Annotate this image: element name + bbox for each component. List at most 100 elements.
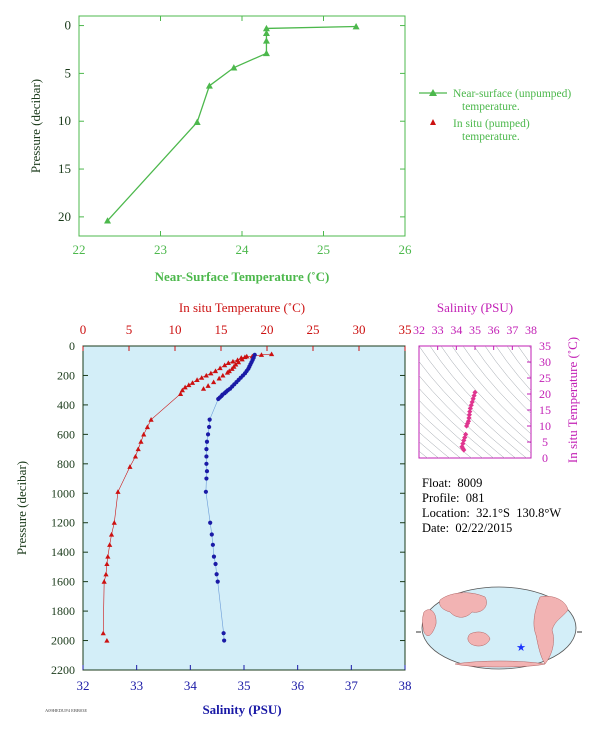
- near-surface-point: [262, 37, 270, 44]
- salinity-point: [207, 417, 212, 422]
- salinity-point: [215, 579, 220, 584]
- ts-markers: [459, 389, 478, 453]
- in-situ-temperature-point: [229, 366, 235, 371]
- main-y-tick-label: 200: [57, 368, 75, 382]
- main-bottom-tick-label: 32: [77, 678, 90, 693]
- main-y-tick-label: 1600: [51, 575, 75, 589]
- in-situ-temperature-point: [135, 446, 141, 452]
- salinity-point: [221, 631, 226, 636]
- ts-contour-line: [451, 346, 531, 435]
- in-situ-temperature-point: [217, 365, 223, 371]
- ts-contour-line: [495, 346, 531, 391]
- main-y-tick-label: 1400: [51, 545, 75, 559]
- ts-x-tick-label: 35: [469, 323, 481, 337]
- main-bottom-tick-label: 33: [130, 678, 143, 693]
- salinity-point: [204, 469, 210, 474]
- in-situ-temperature-point: [203, 372, 209, 378]
- main-y-axis-ticks: 0 200 400 600 800 1000 1200 1400 1600 1800 2000 220…: [51, 339, 405, 677]
- in-situ-temperature-point: [127, 464, 133, 469]
- main-top-tick-label: 15: [215, 322, 228, 337]
- in-situ-temperature-point: [200, 386, 207, 391]
- ts-contour-line: [506, 346, 531, 379]
- main-y-tick-label: 600: [57, 427, 75, 441]
- info-float: Float: 8009: [422, 476, 483, 490]
- near-surface-y-ticks: 0 5 10 15 20: [58, 18, 405, 224]
- near-surface-x-tick-label: 26: [399, 242, 413, 257]
- ts-point: [467, 405, 473, 411]
- legend-red-triangle-icon: [430, 119, 436, 125]
- main-top-axis-ticks: 0 5 10 15 20 25 30 35: [80, 322, 412, 351]
- near-surface-y-tick-label: 0: [65, 18, 72, 33]
- ts-y-label: In situ Temperature (˚C): [565, 337, 580, 463]
- footer-code: A09HEDUP4 EBB03E: [45, 708, 87, 713]
- in-situ-temperature-point: [230, 358, 236, 364]
- near-surface-x-tick-label: 22: [73, 242, 86, 257]
- ts-contour-line: [419, 421, 461, 458]
- in-situ-temperature-point: [141, 431, 147, 437]
- ts-contour-line: [440, 346, 531, 444]
- in-situ-temperature-point: [105, 554, 111, 559]
- ts-point: [466, 412, 472, 418]
- near-surface-point: [193, 118, 201, 125]
- main-profile-chart: 0 5 10 15 20 25 30 35 32 33 34 35 36 37 38 0 200 400 600…: [14, 300, 412, 717]
- main-y-tick-label: 2000: [51, 634, 75, 648]
- salinity-point: [213, 561, 218, 567]
- in-situ-temperature-point: [177, 391, 184, 396]
- near-surface-y-tick-label: 10: [58, 113, 71, 128]
- in-situ-temperature-point: [208, 370, 214, 376]
- in-situ-temperature-point: [269, 351, 275, 357]
- in-situ-temperature-point: [100, 630, 106, 636]
- in-situ-temperature-point: [104, 637, 110, 643]
- main-y-tick-label: 1800: [51, 604, 75, 618]
- info-profile: Profile: 081: [422, 491, 485, 505]
- in-situ-temperature-point: [108, 531, 115, 537]
- main-y-tick-label: 1000: [51, 486, 75, 500]
- salinity-point: [216, 396, 221, 402]
- in-situ-temperature-point: [216, 375, 222, 381]
- salinity-point: [204, 446, 209, 452]
- main-y-label: Pressure (decibar): [14, 461, 29, 555]
- ts-y-tick-label: 20: [539, 387, 551, 401]
- near-surface-point: [262, 49, 270, 57]
- in-situ-temperature-point: [111, 520, 117, 525]
- salinity-point: [204, 476, 209, 481]
- salinity-point: [214, 572, 219, 577]
- in-situ-temperature-point: [212, 368, 219, 374]
- near-surface-y-tick-label: 20: [58, 209, 71, 224]
- in-situ-temperature-point: [186, 382, 192, 388]
- in-situ-temperature-point: [103, 571, 109, 577]
- ts-contour-line: [419, 411, 472, 458]
- main-bottom-tick-label: 35: [238, 678, 251, 693]
- ts-point: [466, 415, 472, 421]
- main-top-tick-label: 25: [307, 322, 320, 337]
- ts-x-tick-label: 36: [488, 323, 500, 337]
- in-situ-temperature-point: [144, 424, 150, 430]
- ts-density-contours: [419, 346, 531, 458]
- near-surface-point: [262, 29, 270, 37]
- ts-contour-line: [419, 346, 527, 458]
- main-y-tick-label: 400: [57, 398, 75, 412]
- legend-item-in-situ-2: temperature.: [462, 131, 520, 143]
- info-date: Date: 02/22/2015: [422, 521, 513, 535]
- ts-contour-line: [419, 387, 494, 458]
- in-situ-temperature-point: [224, 369, 231, 375]
- near-surface-point: [104, 217, 112, 224]
- salinity-point: [204, 439, 210, 444]
- salinity-point: [207, 424, 212, 430]
- salinity-point: [203, 489, 208, 494]
- in-situ-temperature-point: [205, 383, 211, 388]
- map-land-australia: [467, 631, 491, 647]
- main-plot-area: [82, 345, 406, 671]
- main-top-tick-label: 35: [399, 322, 412, 337]
- ts-top-axis-title: Salinity (PSU): [437, 300, 513, 315]
- near-surface-frame: [78, 15, 406, 237]
- main-bottom-axis-ticks: 32 33 34 35 36 37 38: [77, 665, 412, 693]
- ts-x-tick-label: 32: [413, 323, 425, 337]
- ts-x-tick-label: 33: [432, 323, 444, 337]
- main-y-tick-label: 0: [69, 339, 75, 353]
- ts-point: [470, 396, 476, 402]
- salinity-point: [205, 432, 211, 437]
- near-surface-markers: [104, 23, 360, 224]
- main-top-tick-label: 0: [80, 322, 87, 337]
